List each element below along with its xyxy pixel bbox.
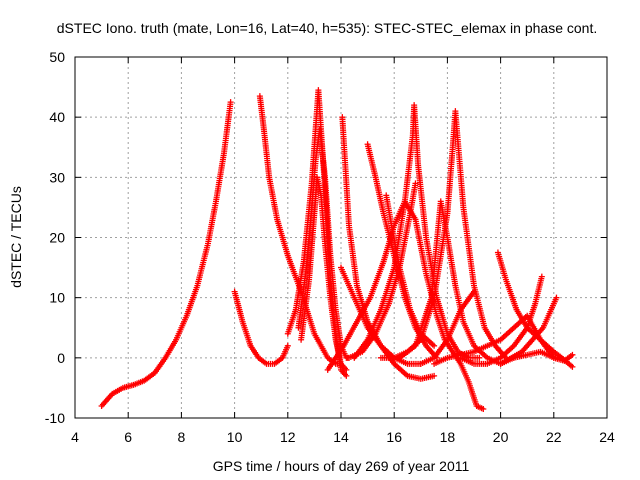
series-20 — [457, 273, 545, 367]
x-axis-label: GPS time / hours of day 269 of year 2011 — [213, 458, 470, 474]
series-8 — [324, 198, 487, 412]
x-tick-label: 4 — [71, 429, 79, 445]
data-point — [569, 351, 576, 358]
y-tick-label: 30 — [49, 169, 65, 185]
series-2 — [231, 288, 291, 367]
y-axis-label: dSTEC / TECUs — [8, 186, 24, 288]
data-point — [480, 405, 487, 412]
y-tick-label: 10 — [49, 290, 65, 306]
y-tick-label: 40 — [49, 109, 65, 125]
data-point — [538, 273, 545, 280]
data-point — [471, 288, 477, 295]
series-6 — [284, 87, 350, 379]
data-point — [431, 342, 438, 349]
series-12 — [351, 102, 483, 361]
x-tick-label: 24 — [599, 429, 615, 445]
y-tick-label: 0 — [57, 350, 65, 366]
x-tick-label: 16 — [386, 429, 402, 445]
x-tick-label: 12 — [280, 429, 296, 445]
data-point — [569, 363, 576, 370]
series-21 — [510, 348, 576, 364]
chart-title: dSTEC Iono. truth (mate, Lon=16, Lat=40,… — [57, 20, 597, 36]
axis-ticks: 4 6 8 10 12 14 16 18 20 22 24 -10 0 10 20 30 40 50 — [45, 49, 615, 445]
data-point — [343, 372, 350, 379]
y-tick-label: 20 — [49, 230, 65, 246]
data-point — [431, 372, 438, 379]
x-tick-label: 22 — [546, 429, 562, 445]
series-16 — [417, 288, 477, 367]
series-15 — [377, 108, 509, 361]
data-point — [553, 294, 560, 301]
x-tick-label: 14 — [333, 429, 349, 445]
data-markers — [98, 87, 576, 412]
data-point — [412, 180, 419, 187]
data-point — [343, 366, 350, 373]
y-tick-label: 50 — [49, 49, 65, 65]
y-tick-label: -10 — [45, 410, 65, 426]
data-point — [284, 342, 291, 349]
series-1 — [98, 99, 234, 409]
series-13 — [345, 180, 419, 361]
data-point — [227, 99, 234, 106]
x-tick-label: 10 — [227, 429, 243, 445]
x-tick-label: 8 — [178, 429, 186, 445]
data-point — [476, 354, 483, 361]
x-tick-label: 6 — [124, 429, 132, 445]
series-19 — [497, 294, 560, 367]
x-tick-label: 18 — [440, 429, 456, 445]
x-tick-label: 20 — [493, 429, 509, 445]
